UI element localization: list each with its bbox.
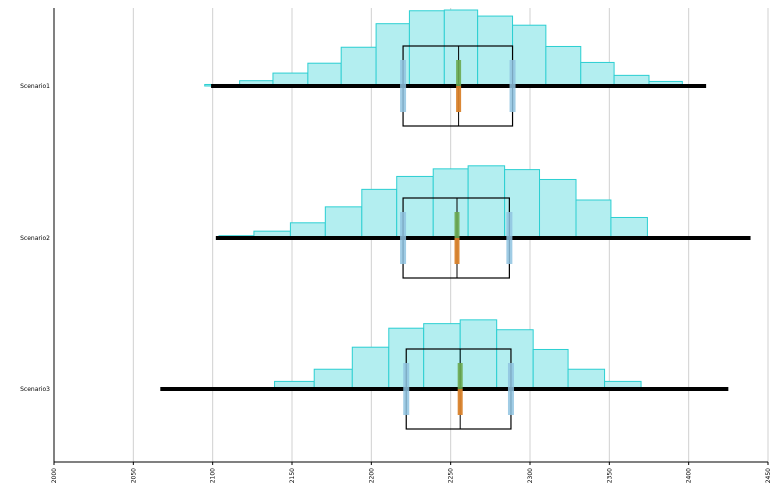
median-marker xyxy=(457,389,463,415)
histograms xyxy=(204,9,683,390)
category-label: Scenario3 xyxy=(20,386,50,393)
x-tick-label: 2250 xyxy=(448,468,455,483)
quartile-band xyxy=(400,212,407,264)
x-tick-label: 2100 xyxy=(210,468,217,483)
histogram-bar xyxy=(467,165,506,239)
histogram-bar xyxy=(512,24,547,87)
mean-marker xyxy=(456,60,462,86)
x-tick-label: 2300 xyxy=(527,468,534,483)
histogram-bar xyxy=(496,329,534,390)
quartile-band xyxy=(506,212,513,264)
median-marker xyxy=(454,238,460,264)
histogram-bar xyxy=(408,10,445,87)
quartile-band xyxy=(509,60,516,112)
histogram-bar xyxy=(313,368,353,390)
category-labels: Scenario1 Scenario2 Scenario3 xyxy=(20,83,50,393)
histogram-bar xyxy=(477,15,514,87)
histogram-bar xyxy=(545,45,582,87)
quartile-band xyxy=(403,363,410,415)
histogram-bar xyxy=(539,178,577,239)
x-tick-labels: 2000 2050 2100 2150 2200 2250 2300 2350 2400 2450 xyxy=(51,468,772,483)
x-tick-label: 2150 xyxy=(289,468,296,483)
histogram-bar xyxy=(361,188,398,239)
histogram-bar xyxy=(351,346,390,390)
histogram-bar xyxy=(340,46,377,87)
histogram-bar xyxy=(580,61,615,87)
histogram-bar xyxy=(532,348,569,390)
histogram-bar xyxy=(610,216,648,239)
mean-marker xyxy=(457,363,463,389)
histogram-bar xyxy=(567,368,606,390)
x-tick-label: 2450 xyxy=(765,468,772,483)
x-tick-label: 2050 xyxy=(130,468,137,483)
histogram-bar xyxy=(575,199,612,239)
quartile-band xyxy=(507,363,514,415)
histogram-bar xyxy=(432,168,469,239)
box-plots xyxy=(160,45,751,430)
histogram-bar xyxy=(459,319,498,390)
quartile-band xyxy=(400,60,407,112)
x-tick-label: 2000 xyxy=(51,468,58,483)
histogram-bar xyxy=(423,323,461,390)
histogram-bar xyxy=(289,222,326,239)
category-label: Scenario1 xyxy=(20,83,50,90)
x-tick-label: 2350 xyxy=(606,468,613,483)
x-tick-label: 2400 xyxy=(686,468,693,483)
histogram-bar xyxy=(324,206,363,239)
mean-marker xyxy=(454,212,460,238)
x-tick-label: 2200 xyxy=(368,468,375,483)
histogram-bar xyxy=(307,62,342,87)
category-label: Scenario2 xyxy=(20,235,50,242)
median-marker xyxy=(456,86,462,112)
